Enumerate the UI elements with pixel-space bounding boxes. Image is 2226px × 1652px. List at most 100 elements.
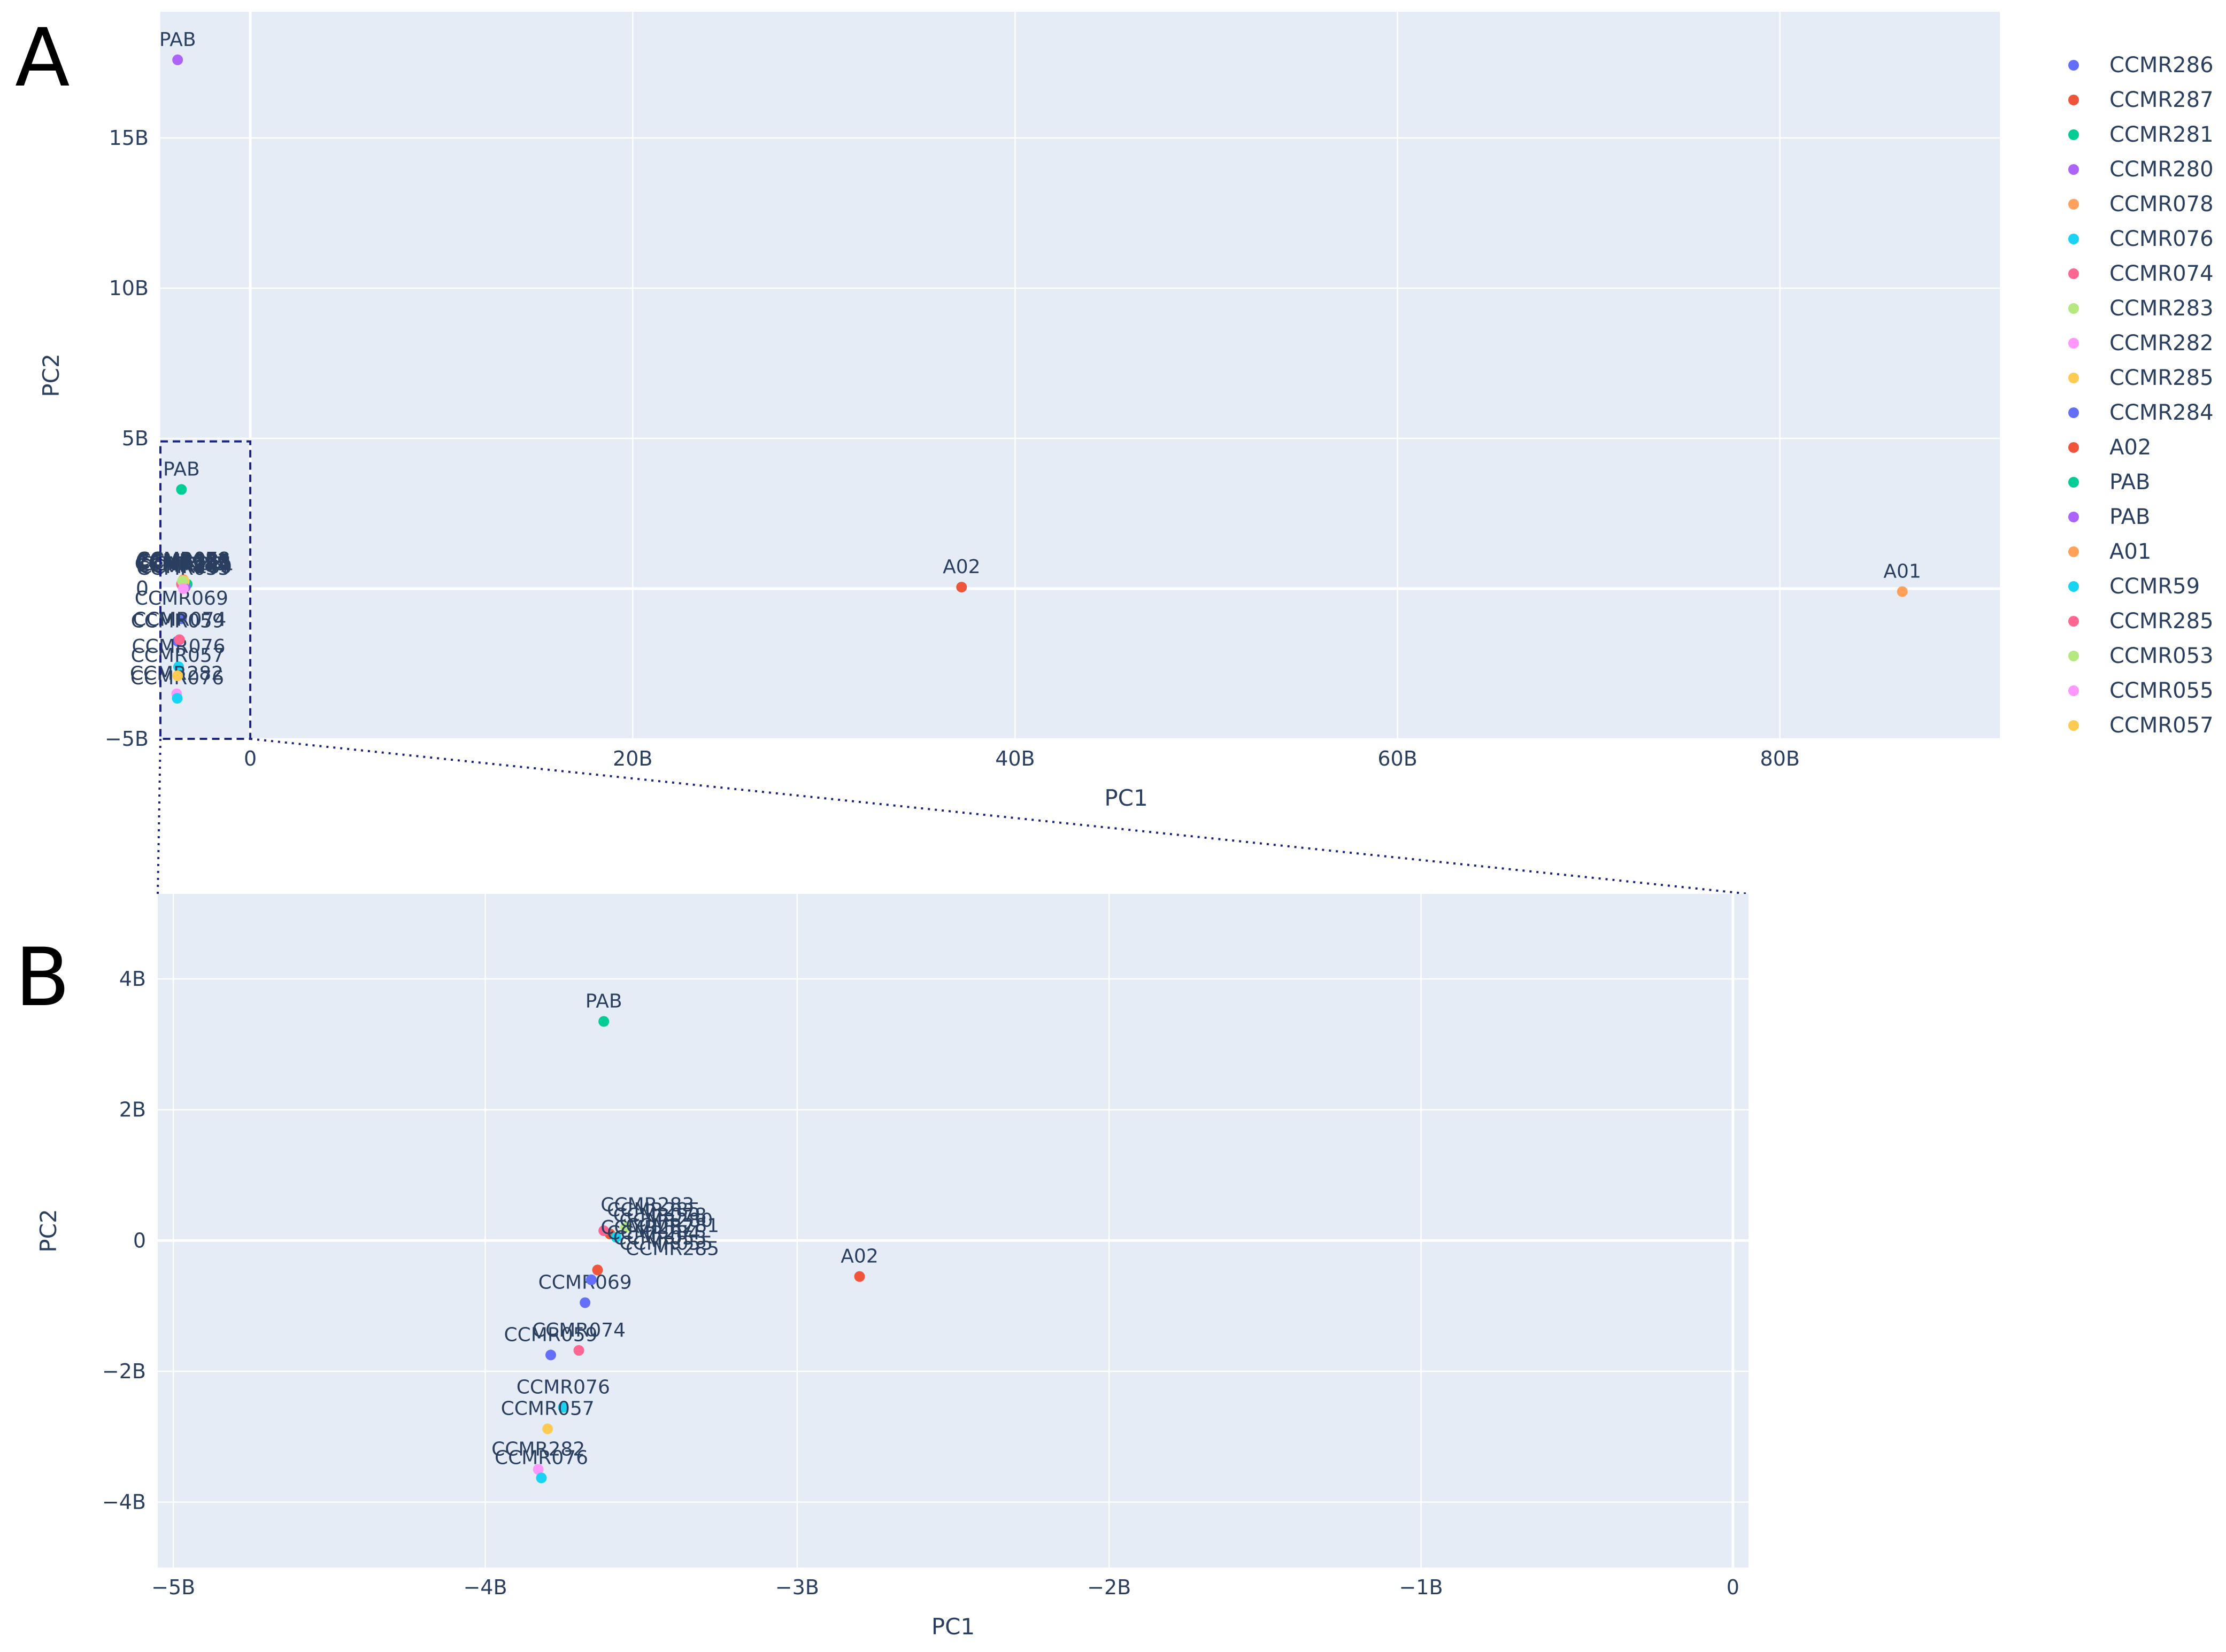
legend-marker [2068,268,2079,279]
legend-entry: CCMR280 [2109,157,2214,182]
legend-entry: CCMR057 [2109,713,2214,738]
legend-entry: CCMR286 [2109,53,2214,78]
y-tick-label: 0 [136,577,149,600]
point-label: CCMR055 [619,1232,713,1254]
point-label: A02 [841,1246,878,1268]
legend-entry: A01 [2109,539,2151,564]
legend-entry: A02 [2109,435,2151,460]
x-tick-label: 0 [244,747,257,770]
legend-marker [2068,616,2079,627]
point-label: CCMR059 [504,1324,597,1346]
point-label: CCMR057 [131,645,225,667]
legend-entry: PAB [2109,505,2150,529]
legend-marker [2068,720,2079,731]
data-point [172,54,183,65]
x-tick-label: 20B [613,747,652,770]
legend-marker [2068,477,2079,488]
data-point [854,1271,865,1282]
point-label: CCMR281 [141,553,234,575]
legend-entry: CCMR078 [2109,192,2214,217]
point-label: CCMR076 [517,1376,610,1398]
y-axis-title: PC2 [35,1209,61,1252]
point-label: CCMR059 [131,610,225,632]
legend-entry: CCMR074 [2109,261,2214,286]
point-label: CCMR074 [133,609,226,631]
point-label: CCMR053 [613,1228,707,1249]
legend-marker [2068,512,2079,522]
legend-marker [2068,546,2079,557]
legend-entry: CCMR281 [2109,122,2214,147]
point-label: CCMR076 [495,1447,588,1469]
point-label: CCMR283 [600,1194,694,1216]
point-label: CCMR284 [136,554,229,576]
legend-entry: CCMR287 [2109,88,2214,112]
data-point [176,484,187,495]
data-point [573,1345,584,1356]
zoom-connector-right [250,738,1749,895]
legend-marker [2068,442,2079,453]
legend-marker [2068,685,2079,696]
legend-marker [2068,407,2079,418]
y-tick-label: −4B [102,1491,146,1514]
legend-entry: PAB [2109,470,2150,495]
data-point [598,1225,610,1236]
point-label: PAB [586,991,622,1013]
legend-entry: CCMR59 [2109,574,2200,599]
legend-marker [2068,199,2079,210]
point-label: CCMR074 [532,1319,626,1341]
y-tick-label: −5B [105,727,149,751]
data-point [586,1274,597,1285]
y-tick-label: 2B [119,1098,146,1122]
point-label: CCMR283 [136,552,230,574]
zoom-connector [157,738,1749,895]
data-point [536,1472,547,1484]
x-tick-label: 60B [1377,747,1417,770]
zoom-connector-left [157,738,161,894]
point-label: CCMR053 [136,550,229,572]
x-axis-title: PC1 [931,1614,975,1640]
chart-b: −5B −4B −3B −2B −1B 0 −4B −2B 0 2B 4B PC1 PC2 PAB A02 C… [35,894,1749,1640]
data-point [545,1349,556,1361]
legend-marker [2068,60,2079,71]
legend-entry: CCMR053 [2109,644,2214,668]
point-label: CCMR280 [619,1210,713,1232]
panel-a-letter: A [15,12,70,105]
legend-entry: CCMR283 [2109,296,2214,321]
data-point [592,1264,603,1276]
legend-marker [2068,651,2079,661]
point-label: CCMR282 [491,1439,585,1461]
y-tick-label: 5B [122,427,149,450]
data-point [176,613,187,624]
legend-marker [2068,164,2079,175]
plot-area [160,12,2000,739]
legend-marker [2068,234,2079,244]
point-label: CCMR078 [136,549,230,570]
point-label: CCMR078 [613,1205,707,1226]
data-point [173,661,184,673]
point-label: CCMR284 [607,1222,700,1244]
x-axis-title: PC1 [1104,785,1147,811]
panel-b-letter: B [15,931,70,1024]
data-point [172,693,183,704]
point-label: CCMR287 [136,554,230,576]
legend: CCMR286 CCMR287 CCMR281 CCMR280 CCMR078 CCMR0… [2068,53,2214,738]
zoom-box [159,440,252,740]
point-label: CCMR287 [600,1217,694,1239]
data-point [1897,586,1908,597]
x-tick-label: 40B [995,747,1035,770]
point-label: CCMR055 [136,558,230,580]
point-label: CCMR285 [137,550,231,572]
point-label: A02 [943,556,980,578]
point-label: CCMR280 [138,556,232,578]
legend-marker [2068,129,2079,140]
x-tick-label: −3B [775,1576,819,1599]
y-tick-label: 15B [109,126,149,150]
data-point [611,1232,622,1243]
legend-marker [2068,303,2079,314]
x-tick-label: −1B [1399,1576,1443,1599]
y-axis-title: PC2 [38,353,64,397]
data-point [558,1402,569,1413]
data-point [178,583,189,595]
point-label: A01 [1883,561,1921,583]
legend-entry: CCMR285 [2109,366,2214,390]
